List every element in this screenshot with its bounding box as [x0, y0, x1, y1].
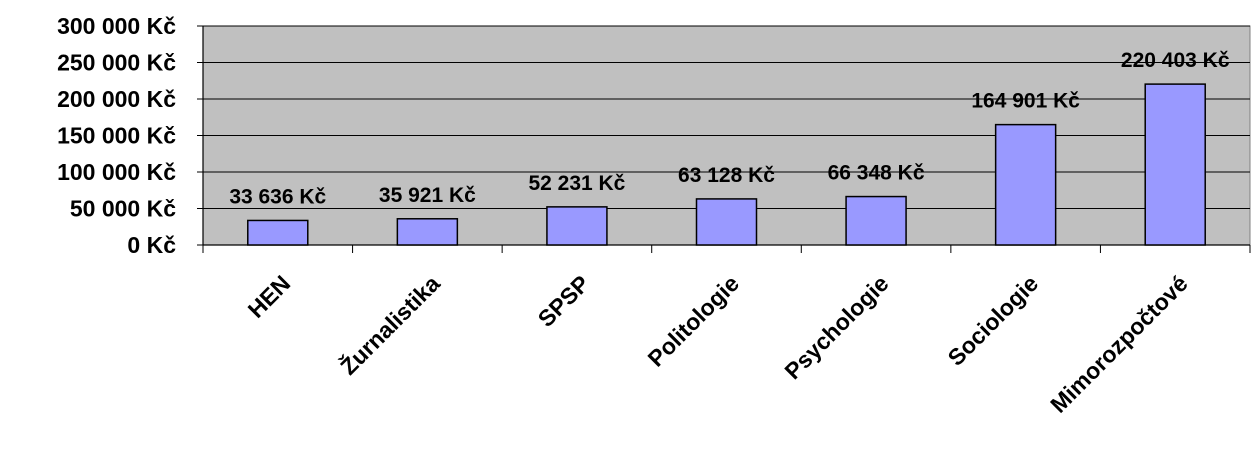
bars: [247, 83, 1206, 246]
x-tick-label: Psychologie: [779, 270, 893, 384]
x-tick-labels: HEN Žurnalistika SPSP Politologie Psychologi…: [243, 269, 1193, 417]
y-tick-label: 200 000 Kč: [57, 86, 176, 112]
bar: [845, 195, 907, 246]
x-tick-label: Politologie: [643, 270, 745, 372]
data-label: 63 128 Kč: [678, 164, 775, 187]
y-tick-label: 250 000 Kč: [57, 50, 176, 76]
bar: [546, 206, 608, 246]
value-labels: 33 636 Kč 35 921 Kč 52 231 Kč 63 128 Kč 66 3…: [229, 49, 1230, 208]
y-tick-label: 150 000 Kč: [57, 123, 176, 149]
data-label: 35 921 Kč: [379, 184, 476, 207]
x-tick-label: Mimorozpočtové: [1045, 270, 1193, 418]
data-label: 164 901 Kč: [971, 90, 1080, 113]
data-label: 66 348 Kč: [828, 162, 925, 185]
data-label: 52 231 Kč: [528, 172, 625, 195]
x-tick-label: Žurnalistika: [335, 269, 446, 380]
bar: [396, 218, 459, 246]
bar: [994, 123, 1057, 246]
y-tick-label: 50 000 Kč: [70, 196, 176, 222]
x-tick-label: Sociologie: [943, 270, 1044, 371]
x-tick-label: HEN: [243, 270, 296, 323]
y-tick-label: 0 Kč: [127, 232, 176, 258]
x-tick-label: SPSP: [533, 270, 595, 332]
bar: [695, 198, 758, 246]
gridlines: [203, 25, 1250, 209]
bar: [247, 219, 309, 246]
y-tick-label: 100 000 Kč: [57, 159, 176, 185]
y-tick-labels: 0 Kč 50 000 Kč 100 000 Kč 150 000 Kč 200 000…: [57, 13, 176, 258]
data-label: 33 636 Kč: [229, 185, 326, 208]
data-label: 220 403 Kč: [1121, 49, 1230, 72]
y-tick-label: 300 000 Kč: [57, 13, 176, 39]
bar: [1144, 83, 1206, 246]
